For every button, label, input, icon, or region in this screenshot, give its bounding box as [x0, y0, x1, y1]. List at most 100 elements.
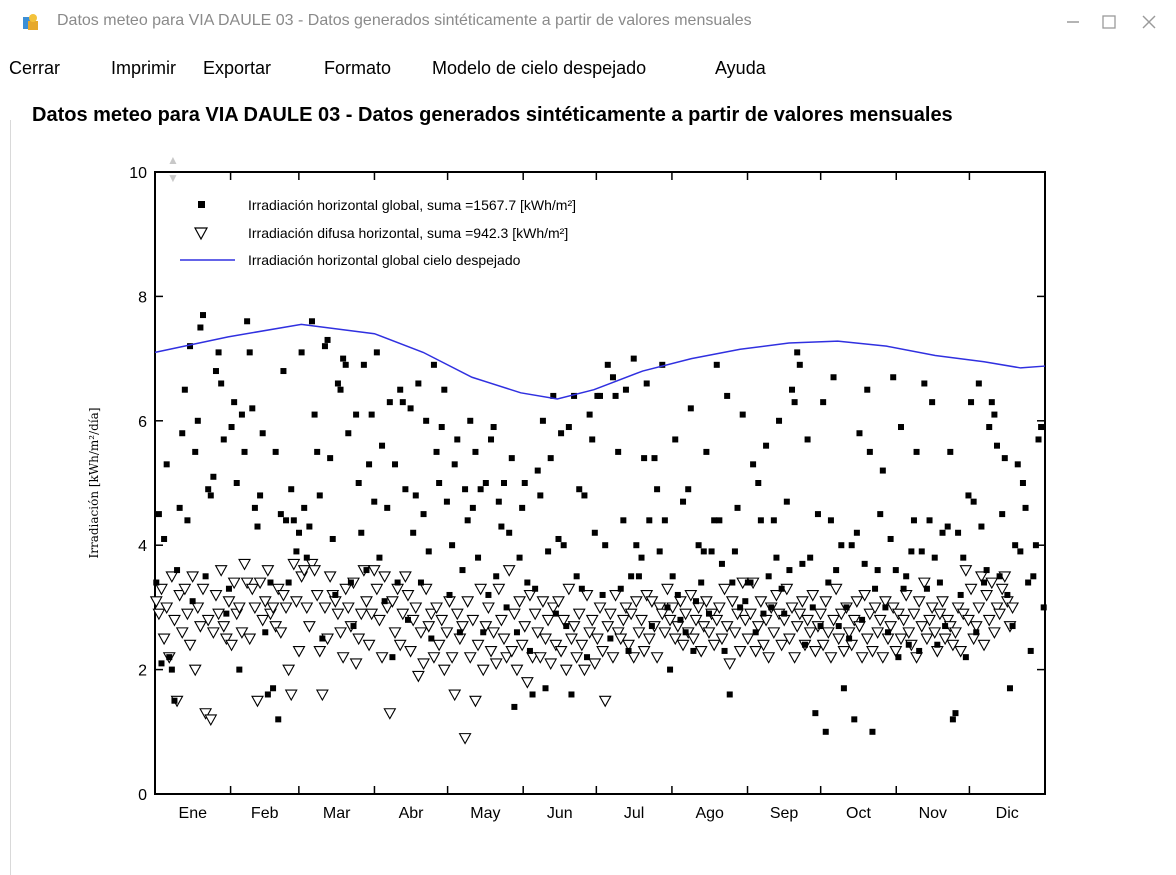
global-point: [817, 623, 824, 630]
global-point: [251, 504, 258, 511]
legend-entry-label: Irradiación difusa horizontal, suma =942…: [248, 225, 568, 241]
diffuse-point: [627, 652, 641, 664]
diffuse-point: [974, 571, 988, 583]
diffuse-point: [876, 652, 890, 664]
diffuse-point: [513, 596, 526, 608]
diffuse-point: [588, 658, 602, 671]
diffuse-point: [928, 627, 942, 639]
diffuse-point: [160, 602, 174, 615]
diffuse-point: [993, 608, 1007, 621]
global-point: [903, 573, 910, 580]
diffuse-point: [873, 614, 887, 627]
global-point: [923, 585, 930, 592]
diffuse-point: [261, 565, 275, 577]
global-point: [218, 380, 225, 387]
diffuse-point: [858, 590, 872, 602]
scroll-up-button[interactable]: ▲: [162, 150, 184, 170]
diffuse-point: [725, 596, 739, 608]
diffuse-point: [933, 608, 947, 621]
global-point: [698, 579, 705, 586]
global-point: [392, 461, 399, 468]
diffuse-point: [409, 602, 423, 615]
menu-ayuda[interactable]: Ayuda: [715, 58, 766, 78]
diffuse-point: [149, 596, 163, 608]
diffuse-point: [632, 627, 646, 639]
global-point: [993, 442, 1000, 449]
global-point: [236, 666, 243, 673]
global-point: [469, 504, 476, 511]
diffuse-point: [536, 596, 550, 608]
global-point: [968, 399, 975, 406]
diffuse-point: [650, 652, 664, 664]
menu-cerrar[interactable]: Cerrar: [9, 58, 61, 78]
diffuse-point: [336, 652, 350, 664]
global-point: [366, 461, 373, 468]
x-month-label: Jun: [547, 805, 573, 822]
global-point: [703, 448, 710, 455]
diffuse-point: [385, 596, 399, 608]
global-point: [231, 399, 238, 406]
global-point: [534, 467, 541, 474]
diffuse-point: [528, 608, 542, 621]
global-point: [908, 548, 915, 555]
series-clear-sky: [154, 323, 1046, 400]
menu-exportar[interactable]: Exportar: [203, 58, 272, 78]
diffuse-point: [318, 602, 332, 615]
global-point: [552, 610, 559, 617]
global-point: [1009, 623, 1016, 630]
global-point: [882, 604, 889, 611]
diffuse-point: [199, 708, 213, 720]
maximize-button[interactable]: [1086, 4, 1132, 40]
diffuse-point: [497, 633, 511, 646]
diffuse-point: [728, 627, 742, 639]
global-point: [809, 604, 816, 611]
y-axis-label: Irradiación [kWh/m²/día]: [87, 407, 101, 558]
global-point: [555, 535, 562, 542]
global-point: [482, 480, 489, 486]
global-point: [184, 517, 191, 524]
minimize-button[interactable]: [1050, 4, 1096, 40]
close-button[interactable]: [1126, 4, 1172, 40]
menu-imprimir[interactable]: Imprimir: [111, 58, 176, 78]
diffuse-point: [253, 577, 267, 590]
diffuse-point: [432, 639, 446, 652]
global-point: [166, 654, 173, 661]
diffuse-point: [362, 639, 376, 652]
global-point: [428, 635, 435, 642]
global-point: [212, 368, 219, 375]
global-point: [848, 542, 855, 549]
diffuse-point: [837, 645, 851, 658]
diffuse-point: [396, 608, 410, 621]
global-point: [340, 355, 347, 362]
legend-diffuse-marker: [193, 227, 209, 241]
diffuse-point: [173, 590, 187, 602]
scroll-down-button[interactable]: ▼: [162, 168, 184, 188]
global-point: [176, 504, 183, 511]
diffuse-point: [388, 627, 402, 639]
x-month-label: Mar: [323, 805, 351, 822]
global-point: [498, 523, 505, 530]
global-point: [526, 647, 533, 654]
menu-formato[interactable]: Formato: [324, 58, 392, 78]
menu-modelo-cielo[interactable]: Modelo de cielo despejado: [432, 58, 647, 78]
global-point: [399, 399, 406, 406]
diffuse-point: [972, 602, 986, 615]
global-point: [210, 473, 217, 480]
diffuse-point: [606, 652, 620, 664]
global-point: [786, 567, 793, 574]
diffuse-point: [938, 633, 952, 646]
global-point: [264, 691, 271, 698]
diffuse-point: [980, 590, 994, 602]
global-point: [456, 629, 463, 636]
global-point: [708, 548, 715, 555]
global-point: [589, 436, 596, 443]
window-title: Datos meteo para VIA DAULE 03 - Datos ge…: [57, 12, 752, 29]
diffuse-point: [661, 583, 674, 596]
diffuse-point: [352, 633, 366, 646]
diffuse-point: [827, 614, 840, 627]
global-point: [181, 386, 188, 393]
diffuse-point: [375, 652, 389, 664]
diffuse-point: [300, 602, 314, 615]
x-month-label: Nov: [919, 805, 947, 822]
global-point: [646, 517, 653, 524]
